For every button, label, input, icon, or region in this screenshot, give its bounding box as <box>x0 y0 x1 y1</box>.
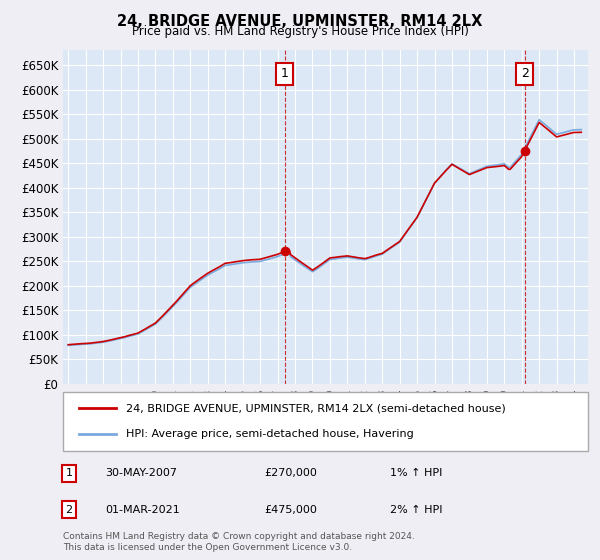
Text: 30-MAY-2007: 30-MAY-2007 <box>105 468 177 478</box>
Text: 24, BRIDGE AVENUE, UPMINSTER, RM14 2LX (semi-detached house): 24, BRIDGE AVENUE, UPMINSTER, RM14 2LX (… <box>126 403 506 413</box>
Text: 1: 1 <box>65 468 73 478</box>
Text: 2: 2 <box>65 505 73 515</box>
Text: £475,000: £475,000 <box>264 505 317 515</box>
Text: 2% ↑ HPI: 2% ↑ HPI <box>390 505 443 515</box>
FancyBboxPatch shape <box>63 392 588 451</box>
Text: 1% ↑ HPI: 1% ↑ HPI <box>390 468 442 478</box>
Text: 2: 2 <box>521 67 529 80</box>
Text: HPI: Average price, semi-detached house, Havering: HPI: Average price, semi-detached house,… <box>126 430 414 440</box>
Text: Price paid vs. HM Land Registry's House Price Index (HPI): Price paid vs. HM Land Registry's House … <box>131 25 469 38</box>
Text: 1: 1 <box>281 67 289 80</box>
Text: 24, BRIDGE AVENUE, UPMINSTER, RM14 2LX: 24, BRIDGE AVENUE, UPMINSTER, RM14 2LX <box>118 14 482 29</box>
Text: 01-MAR-2021: 01-MAR-2021 <box>105 505 180 515</box>
Text: Contains HM Land Registry data © Crown copyright and database right 2024.
This d: Contains HM Land Registry data © Crown c… <box>63 532 415 552</box>
Text: £270,000: £270,000 <box>264 468 317 478</box>
